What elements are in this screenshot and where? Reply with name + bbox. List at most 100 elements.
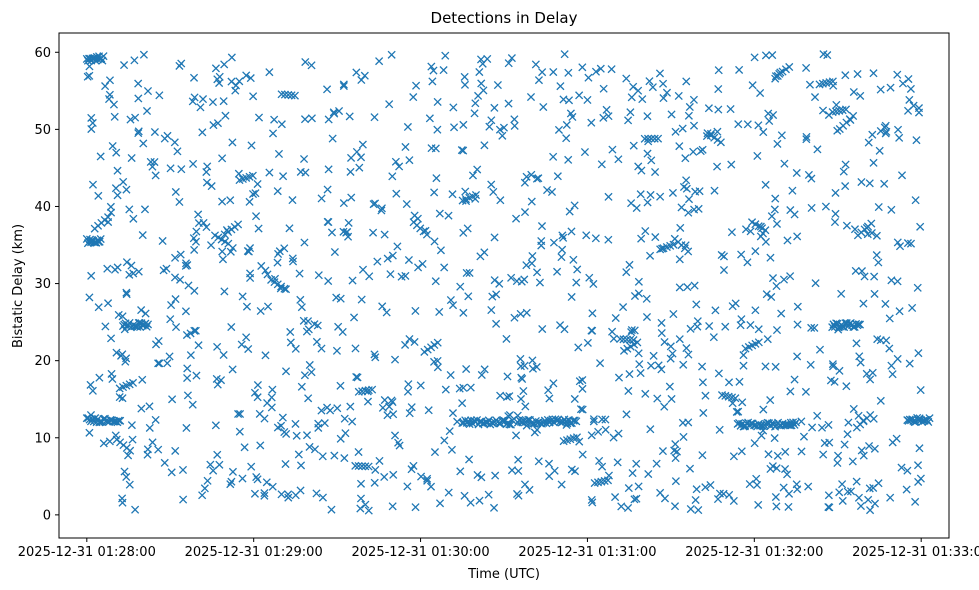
data-point-marker [690, 205, 699, 214]
data-point-marker [344, 218, 353, 227]
data-point-marker [844, 418, 853, 427]
data-point-marker [275, 247, 284, 256]
data-point-marker [503, 372, 512, 381]
data-point-marker [887, 276, 896, 285]
data-point-marker [781, 447, 790, 456]
data-point-marker [736, 321, 745, 330]
data-point-marker [766, 396, 775, 405]
data-point-marker [693, 317, 702, 326]
data-point-marker [477, 473, 486, 482]
data-point-marker [339, 199, 348, 208]
data-point-marker [95, 373, 104, 382]
data-point-marker [496, 196, 505, 205]
data-point-marker [404, 380, 413, 389]
y-tick-label: 60 [34, 46, 51, 61]
data-point-marker [839, 167, 848, 176]
data-point-marker [584, 73, 593, 82]
data-point-marker [784, 489, 794, 498]
data-point-marker [575, 91, 584, 100]
data-point-marker [113, 166, 122, 175]
data-point-marker [554, 125, 564, 134]
data-point-marker [435, 209, 444, 218]
data-point-marker [654, 361, 663, 370]
data-point-marker [679, 360, 688, 369]
data-point-marker [218, 255, 228, 264]
data-point-marker [190, 326, 199, 335]
data-point-marker [647, 156, 656, 165]
data-point-marker [475, 67, 484, 77]
data-point-marker [284, 90, 293, 100]
data-point-marker [227, 53, 236, 62]
data-point-marker [202, 167, 211, 177]
data-point-marker [632, 494, 641, 503]
data-point-marker [850, 225, 860, 234]
data-point-marker [425, 114, 434, 123]
data-point-marker [173, 147, 182, 156]
data-point-marker [471, 99, 480, 108]
data-point-marker [731, 299, 740, 308]
data-point-marker [253, 179, 262, 189]
data-point-marker [429, 66, 438, 75]
data-point-marker [218, 247, 227, 256]
data-point-marker [113, 191, 122, 200]
data-point-marker [634, 277, 643, 286]
data-point-marker [278, 413, 287, 422]
data-point-marker [433, 97, 442, 106]
data-point-marker [691, 495, 700, 505]
data-point-marker [361, 500, 370, 509]
data-point-marker [510, 313, 519, 322]
data-point-marker [536, 419, 545, 428]
y-tick-label: 50 [34, 123, 51, 138]
data-point-marker [575, 437, 584, 446]
data-point-marker [666, 342, 675, 351]
data-point-marker [727, 160, 736, 169]
data-point-marker [286, 327, 295, 337]
data-point-marker [902, 485, 911, 494]
data-point-marker [224, 239, 233, 248]
data-point-marker [905, 359, 914, 368]
data-point-marker [636, 190, 645, 199]
data-point-marker [238, 474, 247, 483]
data-point-marker [444, 488, 453, 497]
data-point-marker [364, 462, 373, 471]
data-point-marker [572, 433, 582, 442]
data-point-marker [614, 373, 624, 382]
data-point-marker [754, 325, 763, 334]
data-point-marker [477, 370, 486, 380]
data-point-marker [493, 81, 502, 90]
data-point-marker [614, 155, 623, 164]
data-point-marker [312, 337, 321, 346]
data-point-marker [356, 479, 366, 488]
data-point-marker [422, 230, 431, 239]
data-point-marker [244, 344, 253, 354]
data-point-marker [828, 360, 837, 369]
data-point-marker [761, 180, 770, 189]
data-point-marker [807, 203, 816, 213]
data-point-marker [402, 200, 411, 209]
data-point-marker [388, 251, 397, 260]
data-point-marker [694, 506, 703, 515]
data-point-marker [866, 375, 875, 384]
data-point-marker [490, 276, 499, 285]
data-point-marker [314, 271, 323, 280]
data-point-marker [651, 167, 660, 177]
data-point-marker [317, 344, 326, 353]
data-point-marker [588, 309, 597, 318]
data-point-marker [301, 168, 310, 177]
data-point-marker [440, 263, 449, 272]
data-point-marker [370, 113, 379, 122]
data-point-marker [424, 406, 433, 415]
data-point-marker [698, 451, 707, 460]
data-point-marker [766, 253, 775, 262]
data-point-marker [645, 77, 654, 86]
data-point-marker [247, 462, 256, 471]
data-point-marker [888, 438, 897, 447]
data-point-marker [179, 495, 188, 504]
data-point-marker [189, 234, 198, 243]
data-point-marker [495, 125, 505, 134]
data-point-marker [262, 478, 271, 487]
data-point-marker [608, 327, 617, 336]
data-point-marker [317, 406, 326, 415]
data-point-marker [905, 95, 914, 104]
data-point-marker [507, 273, 516, 282]
